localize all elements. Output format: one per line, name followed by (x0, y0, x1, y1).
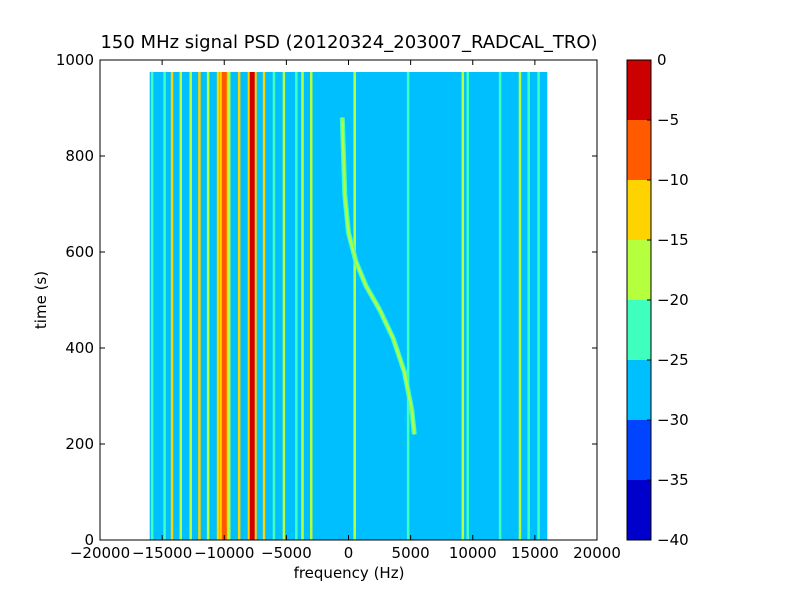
signal-line (527, 72, 530, 540)
drifting-signal (341, 117, 416, 435)
y-tick-label: 600 (65, 243, 94, 261)
signal-line (537, 72, 540, 540)
signal-line (179, 72, 183, 540)
colorbar-tick-label: −10 (657, 171, 689, 189)
colorbar-segment (627, 420, 651, 480)
plot-area (99, 59, 598, 541)
signal-line (206, 72, 210, 540)
signal-line (272, 72, 276, 540)
colorbar-segment (627, 480, 651, 540)
y-tick-label: 0 (84, 531, 94, 549)
signal-line (237, 72, 241, 540)
x-axis: −20000 −15000 −10000 −5000 0 5000 10000 15000 20… (70, 60, 621, 562)
signal-line (198, 72, 201, 540)
signal-line (282, 72, 286, 540)
x-tick-label: −10000 (194, 544, 254, 562)
y-axis: 0 200 400 600 800 1000 (56, 51, 597, 549)
heatmap-layer (149, 72, 548, 540)
signal-line (221, 72, 227, 540)
signal-line (262, 72, 266, 540)
signal-line (466, 72, 470, 540)
colorbar-tick-label: −5 (657, 111, 679, 129)
signal-line (163, 72, 166, 540)
colorbar-tick-label: −40 (657, 531, 689, 549)
colorbar-segment (627, 60, 651, 120)
signal-line (498, 72, 502, 540)
colorbar-segment (627, 240, 651, 300)
x-tick-label: 10000 (449, 544, 497, 562)
x-axis-label: frequency (Hz) (294, 564, 405, 582)
signal-line (150, 72, 154, 540)
y-tick-label: 800 (65, 147, 94, 165)
colorbar-segment (627, 120, 651, 180)
y-tick-label: 400 (65, 339, 94, 357)
signal-line (249, 72, 255, 540)
y-tick-label: 1000 (56, 51, 94, 69)
heatmap-background (149, 72, 548, 540)
colorbar-tick-label: 0 (657, 51, 667, 69)
signal-line (227, 72, 231, 540)
colorbar-tick-label: −30 (657, 411, 689, 429)
signal-line (216, 72, 220, 540)
x-tick-label: 20000 (573, 544, 621, 562)
signal-line (189, 72, 192, 540)
signal-line (170, 72, 174, 540)
signal-line (406, 72, 410, 540)
colorbar-tick-label: −15 (657, 231, 689, 249)
signal-line (309, 72, 313, 540)
colorbar-tick-label: −25 (657, 351, 689, 369)
x-tick-label: 0 (344, 544, 354, 562)
colorbar-tick-label: −35 (657, 471, 689, 489)
y-axis-label: time (s) (32, 271, 50, 329)
y-tick-label: 200 (65, 435, 94, 453)
x-tick-label: 5000 (392, 544, 430, 562)
colorbar-tick-label: −20 (657, 291, 689, 309)
signal-line (295, 72, 298, 540)
signal-line (301, 72, 304, 540)
x-tick-label: −20000 (70, 544, 130, 562)
x-tick-label: −5000 (261, 544, 312, 562)
chart-title: 150 MHz signal PSD (20120324_203007_RADC… (100, 32, 597, 53)
colorbar-segment (627, 360, 651, 420)
signal-line (518, 72, 522, 540)
x-tick-label: −15000 (132, 544, 192, 562)
colorbar: −40 −35 −30 −25 −20 −15 −10 −5 0 (626, 51, 689, 549)
signal-line (461, 72, 465, 540)
colorbar-segment (627, 300, 651, 360)
x-tick-label: 15000 (511, 544, 559, 562)
colorbar-segment (627, 180, 651, 240)
signal-line (353, 72, 356, 540)
